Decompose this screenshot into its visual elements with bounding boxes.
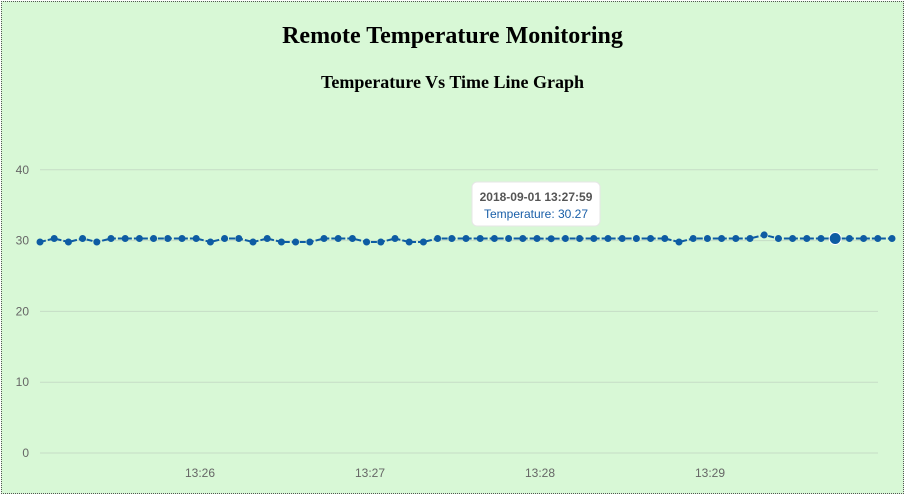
data-point[interactable] <box>874 234 882 242</box>
data-point[interactable] <box>334 234 342 242</box>
x-tick-label: 13:28 <box>525 466 555 480</box>
data-point[interactable] <box>448 234 456 242</box>
data-point[interactable] <box>746 234 754 242</box>
data-point[interactable] <box>632 234 640 242</box>
data-point-highlighted[interactable] <box>828 231 842 245</box>
tooltip-value: Temperature: 30.27 <box>484 207 588 221</box>
data-point[interactable] <box>419 238 427 246</box>
data-point[interactable] <box>405 238 413 246</box>
data-point[interactable] <box>845 234 853 242</box>
data-point[interactable] <box>476 234 484 242</box>
data-point[interactable] <box>363 238 371 246</box>
data-point[interactable] <box>547 235 555 243</box>
data-point[interactable] <box>164 234 172 242</box>
data-point[interactable] <box>590 234 598 242</box>
data-point[interactable] <box>292 238 300 246</box>
data-point[interactable] <box>604 234 612 242</box>
data-point[interactable] <box>121 234 129 242</box>
data-point[interactable] <box>206 238 214 246</box>
data-point[interactable] <box>93 238 101 246</box>
data-point[interactable] <box>490 234 498 242</box>
grid-lines <box>40 169 878 454</box>
data-point[interactable] <box>774 234 782 242</box>
y-tick-label: 0 <box>22 446 29 460</box>
data-point[interactable] <box>689 234 697 242</box>
y-axis: 0 10 20 30 40 <box>16 163 30 460</box>
data-point[interactable] <box>50 234 58 242</box>
data-point[interactable] <box>221 234 229 242</box>
tooltip-time: 2018-09-01 13:27:59 <box>480 190 593 204</box>
data-point[interactable] <box>718 234 726 242</box>
data-point[interactable] <box>760 231 768 239</box>
data-point[interactable] <box>150 234 158 242</box>
data-point[interactable] <box>703 234 711 242</box>
y-tick-label: 10 <box>16 375 30 389</box>
data-point[interactable] <box>888 234 896 242</box>
y-tick-label: 30 <box>16 234 30 248</box>
data-point[interactable] <box>391 234 399 242</box>
data-point[interactable] <box>647 234 655 242</box>
page-title: Remote Temperature Monitoring <box>282 23 623 49</box>
data-point[interactable] <box>576 234 584 242</box>
data-point[interactable] <box>462 234 470 242</box>
data-point[interactable] <box>732 234 740 242</box>
tooltip-box <box>471 181 601 227</box>
data-point[interactable] <box>817 234 825 242</box>
chart-title: Temperature Vs Time Line Graph <box>320 72 585 92</box>
data-point[interactable] <box>249 238 257 246</box>
x-axis: 13:26 13:27 13:28 13:29 <box>185 466 725 480</box>
tooltip: 2018-09-01 13:27:59 Temperature: 30.27 <box>471 181 601 227</box>
y-tick-label: 20 <box>16 304 30 318</box>
data-point[interactable] <box>519 234 527 242</box>
x-tick-label: 13:26 <box>185 466 215 480</box>
data-point[interactable] <box>79 234 87 242</box>
data-point[interactable] <box>803 234 811 242</box>
data-point[interactable] <box>661 234 669 242</box>
data-point[interactable] <box>135 234 143 242</box>
data-point[interactable] <box>533 234 541 242</box>
data-point[interactable] <box>235 234 243 242</box>
data-point[interactable] <box>277 238 285 246</box>
data-point[interactable] <box>320 234 328 242</box>
data-point[interactable] <box>263 234 271 242</box>
data-point[interactable] <box>348 234 356 242</box>
data-point[interactable] <box>64 238 72 246</box>
data-point[interactable] <box>377 238 385 246</box>
data-point[interactable] <box>675 238 683 246</box>
y-tick-label: 40 <box>16 163 30 177</box>
data-point[interactable] <box>192 234 200 242</box>
data-point[interactable] <box>505 234 513 242</box>
data-point[interactable] <box>36 238 44 246</box>
data-point[interactable] <box>789 234 797 242</box>
x-tick-label: 13:29 <box>695 466 725 480</box>
data-point[interactable] <box>107 234 115 242</box>
data-point[interactable] <box>434 234 442 242</box>
data-point[interactable] <box>178 234 186 242</box>
temperature-series[interactable] <box>36 231 896 246</box>
data-point[interactable] <box>561 234 569 242</box>
x-tick-label: 13:27 <box>355 466 385 480</box>
data-point[interactable] <box>618 234 626 242</box>
data-point[interactable] <box>306 238 314 246</box>
data-point[interactable] <box>860 234 868 242</box>
